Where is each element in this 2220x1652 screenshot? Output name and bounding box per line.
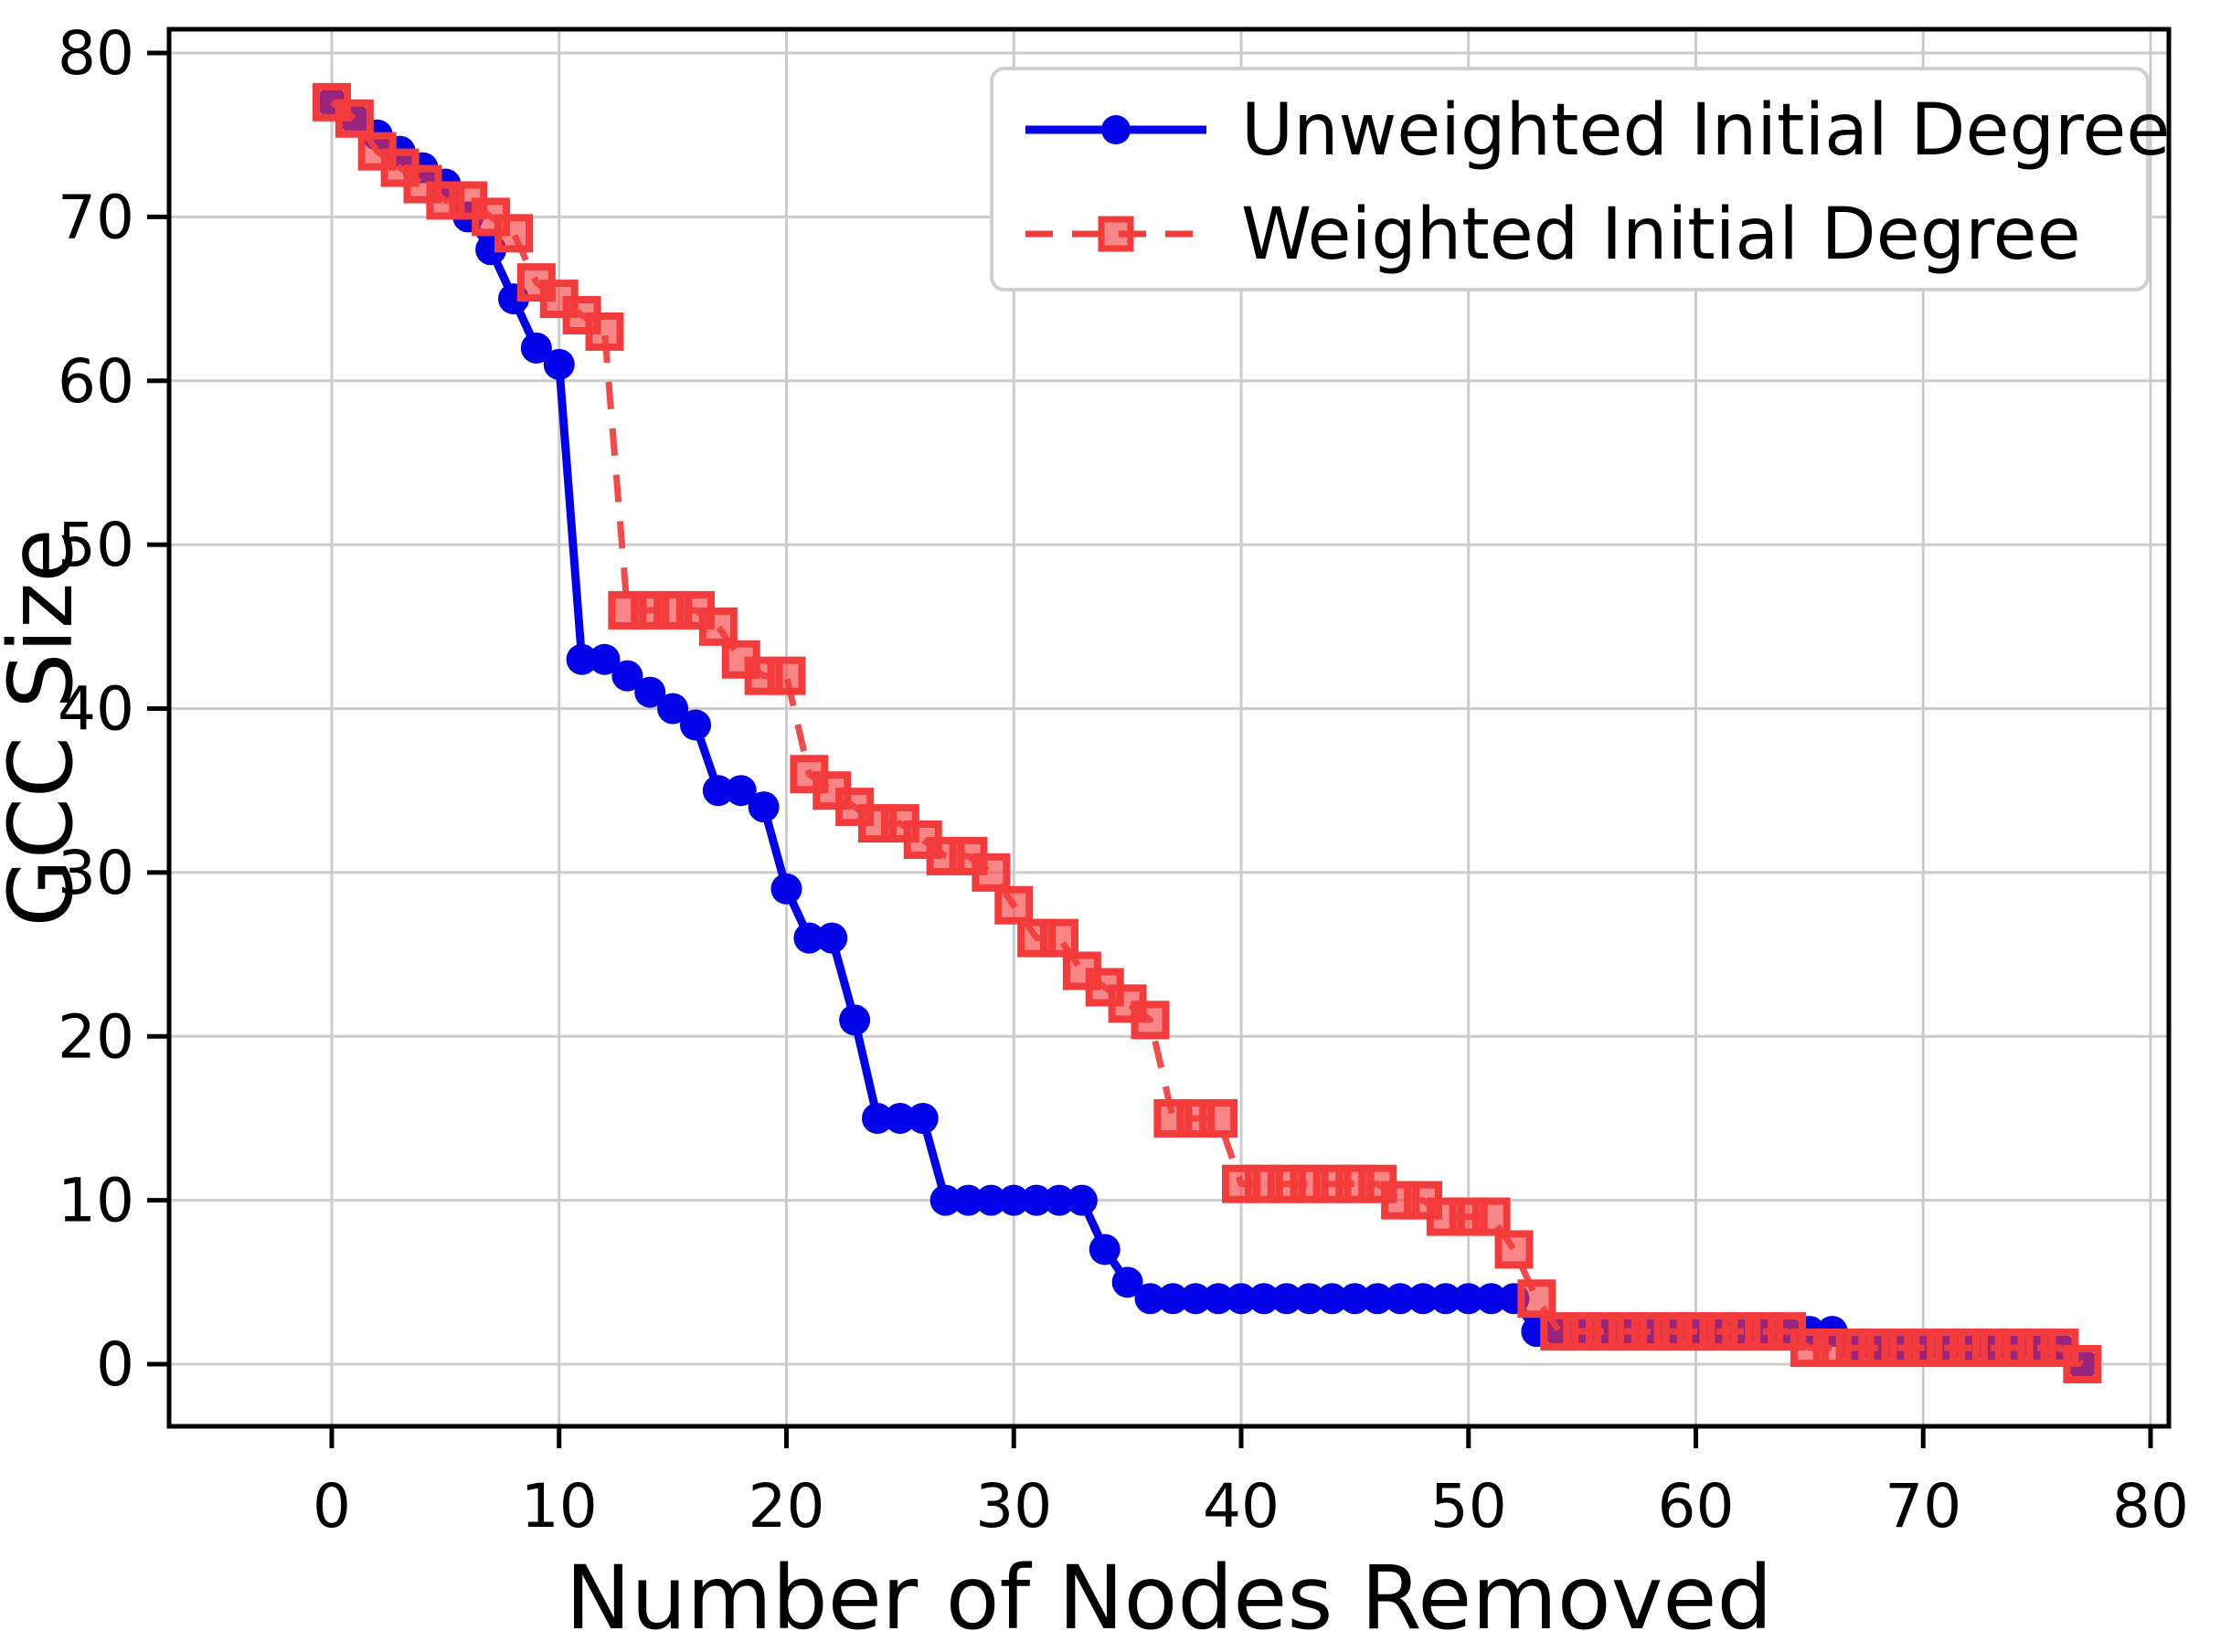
marker-circle — [1180, 1283, 1212, 1315]
marker-circle — [1475, 1283, 1507, 1315]
marker-circle — [543, 348, 575, 380]
x-tick-label: 60 — [1658, 1471, 1735, 1541]
marker-circle — [1316, 1283, 1348, 1315]
marker-circle — [998, 1184, 1030, 1216]
marker-square — [2063, 1345, 2102, 1383]
marker-circle — [702, 775, 734, 807]
marker-circle — [884, 1102, 916, 1134]
tick-labels: 0 10 20 30 40 50 60 70 80 0 10 20 30 40 50 60 70 80 — [58, 18, 2189, 1541]
axes-frame — [166, 26, 2172, 1429]
marker-circle — [1385, 1283, 1417, 1315]
x-tick-label: 0 — [313, 1471, 351, 1541]
y-tick-label: 30 — [58, 838, 134, 908]
marker-circle — [1407, 1283, 1439, 1315]
legend-label: Weighted Initial Degree — [1241, 194, 2081, 276]
y-tick-label: 0 — [96, 1329, 134, 1400]
axis-ticks — [147, 50, 2153, 1448]
marker-circle — [1111, 1266, 1143, 1298]
marker-circle — [725, 775, 757, 807]
legend-box — [990, 67, 2150, 291]
marker-circle — [1044, 1184, 1075, 1216]
legend: Unweighted Initial Degree Weighted Initia… — [990, 67, 2170, 291]
marker-circle — [1339, 1283, 1371, 1315]
marker-square — [972, 852, 1011, 892]
marker-circle — [1066, 1184, 1098, 1216]
marker-square — [585, 312, 624, 351]
marker-circle — [566, 643, 598, 675]
x-tick-label: 20 — [749, 1471, 825, 1541]
marker-circle — [952, 1184, 984, 1216]
legend-marker-square — [1098, 216, 1134, 252]
x-axis-label: Number of Nodes Removed — [566, 1547, 1773, 1649]
marker-square — [721, 640, 760, 679]
marker-circle — [770, 873, 802, 905]
marker-circle — [657, 693, 689, 725]
marker-circle — [793, 922, 825, 954]
marker-circle — [1452, 1283, 1484, 1315]
marker-square — [994, 885, 1034, 925]
y-tick-label: 80 — [58, 18, 134, 89]
marker-square — [813, 771, 852, 810]
marker-square — [1471, 1197, 1511, 1236]
marker-square — [698, 607, 738, 646]
y-axis-label: GCC Size — [0, 528, 92, 927]
marker-circle — [1203, 1283, 1235, 1315]
x-tick-label: 30 — [975, 1471, 1052, 1541]
y-tick-label: 20 — [58, 1001, 134, 1072]
legend-marker-circle — [1101, 115, 1131, 144]
marker-circle — [1134, 1283, 1166, 1315]
x-tick-label: 70 — [1885, 1471, 1961, 1541]
marker-circle — [1248, 1283, 1280, 1315]
marker-square — [1040, 918, 1078, 958]
marker-circle — [907, 1102, 939, 1134]
marker-square — [1199, 1098, 1238, 1138]
marker-circle — [1157, 1283, 1189, 1315]
x-tick-label: 40 — [1203, 1471, 1280, 1541]
marker-square — [767, 656, 806, 695]
marker-circle — [748, 791, 780, 823]
marker-square — [1131, 1001, 1170, 1040]
x-tick-label: 50 — [1430, 1471, 1507, 1541]
marker-circle — [862, 1102, 893, 1134]
marker-circle — [816, 922, 848, 954]
marker-square — [1494, 1230, 1534, 1269]
marker-circle — [1362, 1283, 1394, 1315]
legend-label: Unweighted Initial Degree — [1241, 90, 2170, 172]
marker-circle — [611, 660, 643, 692]
marker-circle — [1021, 1184, 1053, 1216]
marker-circle — [929, 1184, 961, 1216]
series-layer — [313, 82, 2102, 1383]
y-tick-label: 40 — [58, 674, 134, 745]
marker-square — [494, 214, 533, 253]
marker-circle — [1293, 1283, 1325, 1315]
marker-circle — [680, 709, 711, 741]
y-tick-label: 50 — [58, 510, 134, 580]
y-tick-label: 60 — [58, 346, 134, 417]
marker-circle — [1429, 1283, 1461, 1315]
y-tick-label: 10 — [58, 1166, 134, 1236]
marker-circle — [1089, 1234, 1121, 1265]
marker-circle — [1226, 1283, 1257, 1315]
marker-circle — [589, 643, 621, 675]
marker-square — [1517, 1279, 1556, 1318]
x-tick-label: 10 — [521, 1471, 598, 1541]
marker-circle — [975, 1184, 1007, 1216]
marker-circle — [839, 1004, 871, 1036]
x-tick-label: 80 — [2112, 1471, 2189, 1541]
marker-circle — [1270, 1283, 1302, 1315]
marker-square — [335, 99, 374, 138]
marker-circle — [634, 676, 666, 708]
y-tick-label: 70 — [58, 182, 134, 252]
marker-circle — [520, 332, 552, 364]
